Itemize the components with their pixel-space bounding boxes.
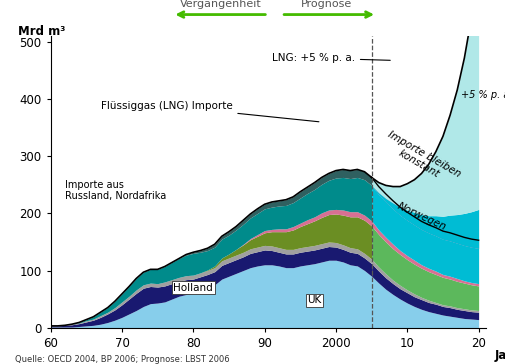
Text: Vergangenheit: Vergangenheit [179,0,261,9]
Text: Quelle: OECD 2004, BP 2006; Prognose: LBST 2006: Quelle: OECD 2004, BP 2006; Prognose: LB… [15,355,229,364]
Text: +5 % p. a.: +5 % p. a. [460,90,505,100]
Text: Importe aus
Russland, Nordafrika: Importe aus Russland, Nordafrika [65,180,166,201]
Text: Importe bleiben
konstant: Importe bleiben konstant [380,129,462,189]
Text: UK: UK [307,295,321,305]
Text: Mrd m³: Mrd m³ [18,25,65,38]
Text: Prognose: Prognose [300,0,352,9]
Text: Holland: Holland [173,282,213,293]
Text: Flüssiggas (LNG) Importe: Flüssiggas (LNG) Importe [100,101,318,122]
Text: Jahr: Jahr [493,349,505,363]
Text: LNG: +5 % p. a.: LNG: +5 % p. a. [271,53,389,63]
Text: Norwegen: Norwegen [395,201,447,232]
